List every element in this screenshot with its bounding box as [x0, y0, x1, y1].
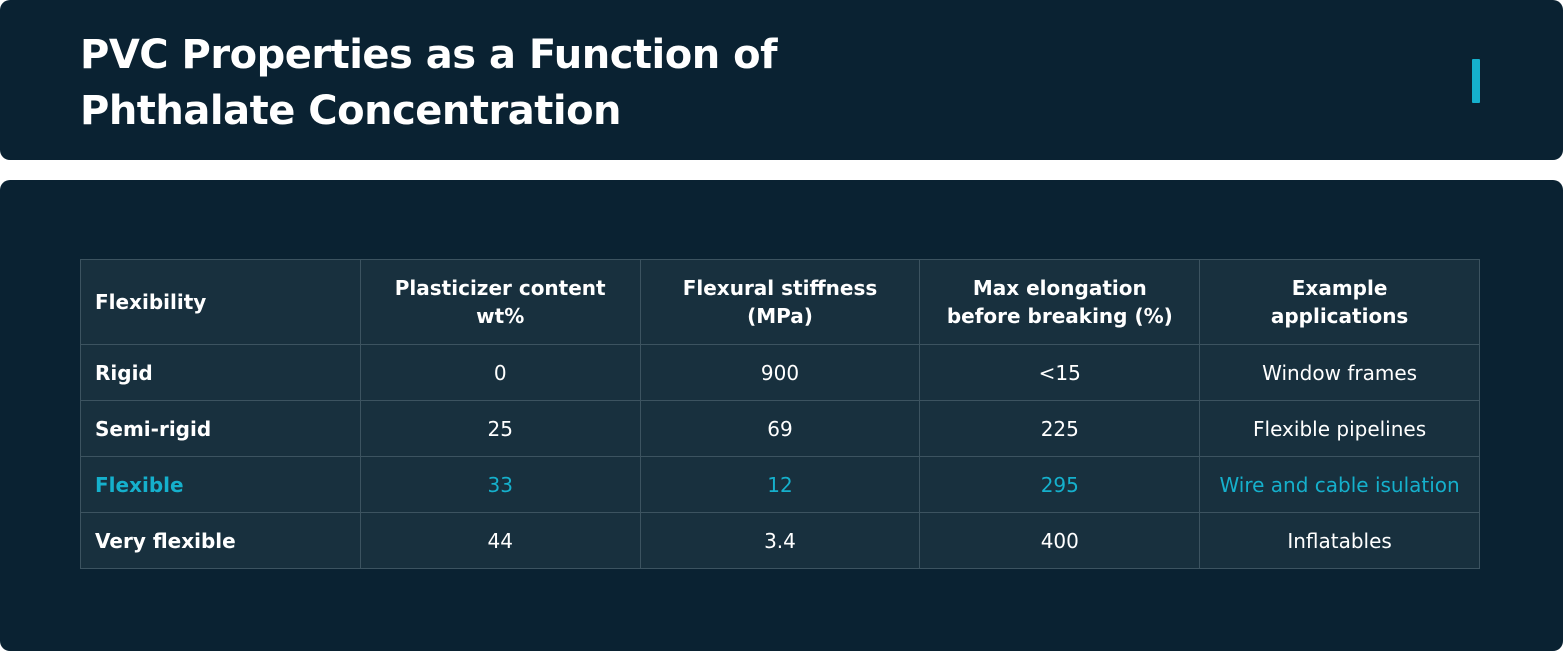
header-plasticizer-line-1: Plasticizer content — [394, 276, 606, 300]
cell-flexibility: Flexible — [80, 456, 361, 513]
cell-plasticizer: 33 — [359, 456, 641, 513]
cell-elongation: 225 — [919, 400, 1201, 457]
title-banner: PVC Properties as a Function of Phthalat… — [0, 0, 1563, 160]
header-elongation-line-2: before breaking (%) — [946, 304, 1173, 328]
table-row-very-flexible: Very flexible 44 3.4 400 Inflatables — [80, 512, 1480, 569]
cell-plasticizer: 44 — [359, 512, 641, 569]
cell-application: Window frames — [1199, 344, 1480, 401]
page-title-line-1: PVC Properties as a Function of — [80, 32, 778, 78]
table-row-semi-rigid: Semi-rigid 25 69 225 Flexible pipelines — [80, 400, 1480, 457]
cell-elongation: 295 — [919, 456, 1201, 513]
cell-plasticizer: 25 — [359, 400, 641, 457]
cell-stiffness: 900 — [639, 344, 921, 401]
header-example-applications: Example applications — [1199, 259, 1480, 345]
properties-table: Flexibility Plasticizer content wt% Flex… — [80, 259, 1480, 569]
header-flexibility: Flexibility — [80, 259, 361, 345]
page-title-line-2: Phthalate Concentration — [80, 88, 622, 134]
cell-elongation: <15 — [919, 344, 1201, 401]
accent-bar — [1472, 59, 1480, 103]
cell-application: Flexible pipelines — [1199, 400, 1480, 457]
cell-elongation: 400 — [919, 512, 1201, 569]
header-plasticizer-content: Plasticizer content wt% — [359, 259, 641, 345]
header-flexural-stiffness: Flexural stiffness (MPa) — [639, 259, 921, 345]
header-applications-line-2: applications — [1270, 304, 1409, 328]
header-stiffness-line-2: (MPa) — [747, 304, 813, 328]
header-flexibility-label: Flexibility — [95, 290, 207, 314]
header-stiffness-line-1: Flexural stiffness — [682, 276, 878, 300]
cell-flexibility: Rigid — [80, 344, 361, 401]
cell-stiffness: 3.4 — [639, 512, 921, 569]
cell-flexibility: Semi-rigid — [80, 400, 361, 457]
table-row-flexible-highlighted: Flexible 33 12 295 Wire and cable isulat… — [80, 456, 1480, 513]
header-max-elongation: Max elongation before breaking (%) — [919, 259, 1201, 345]
header-elongation-line-1: Max elongation — [972, 276, 1147, 300]
page-title: PVC Properties as a Function of Phthalat… — [80, 27, 980, 139]
cell-flexibility: Very flexible — [80, 512, 361, 569]
cell-application: Inflatables — [1199, 512, 1480, 569]
table-row-rigid: Rigid 0 900 <15 Window frames — [80, 344, 1480, 401]
table-panel: Flexibility Plasticizer content wt% Flex… — [0, 180, 1563, 651]
cell-plasticizer: 0 — [359, 344, 641, 401]
table-header-row: Flexibility Plasticizer content wt% Flex… — [80, 259, 1480, 345]
cell-stiffness: 12 — [639, 456, 921, 513]
cell-application: Wire and cable isulation — [1199, 456, 1480, 513]
header-plasticizer-line-2: wt% — [476, 304, 525, 328]
header-applications-line-1: Example — [1291, 276, 1388, 300]
cell-stiffness: 69 — [639, 400, 921, 457]
